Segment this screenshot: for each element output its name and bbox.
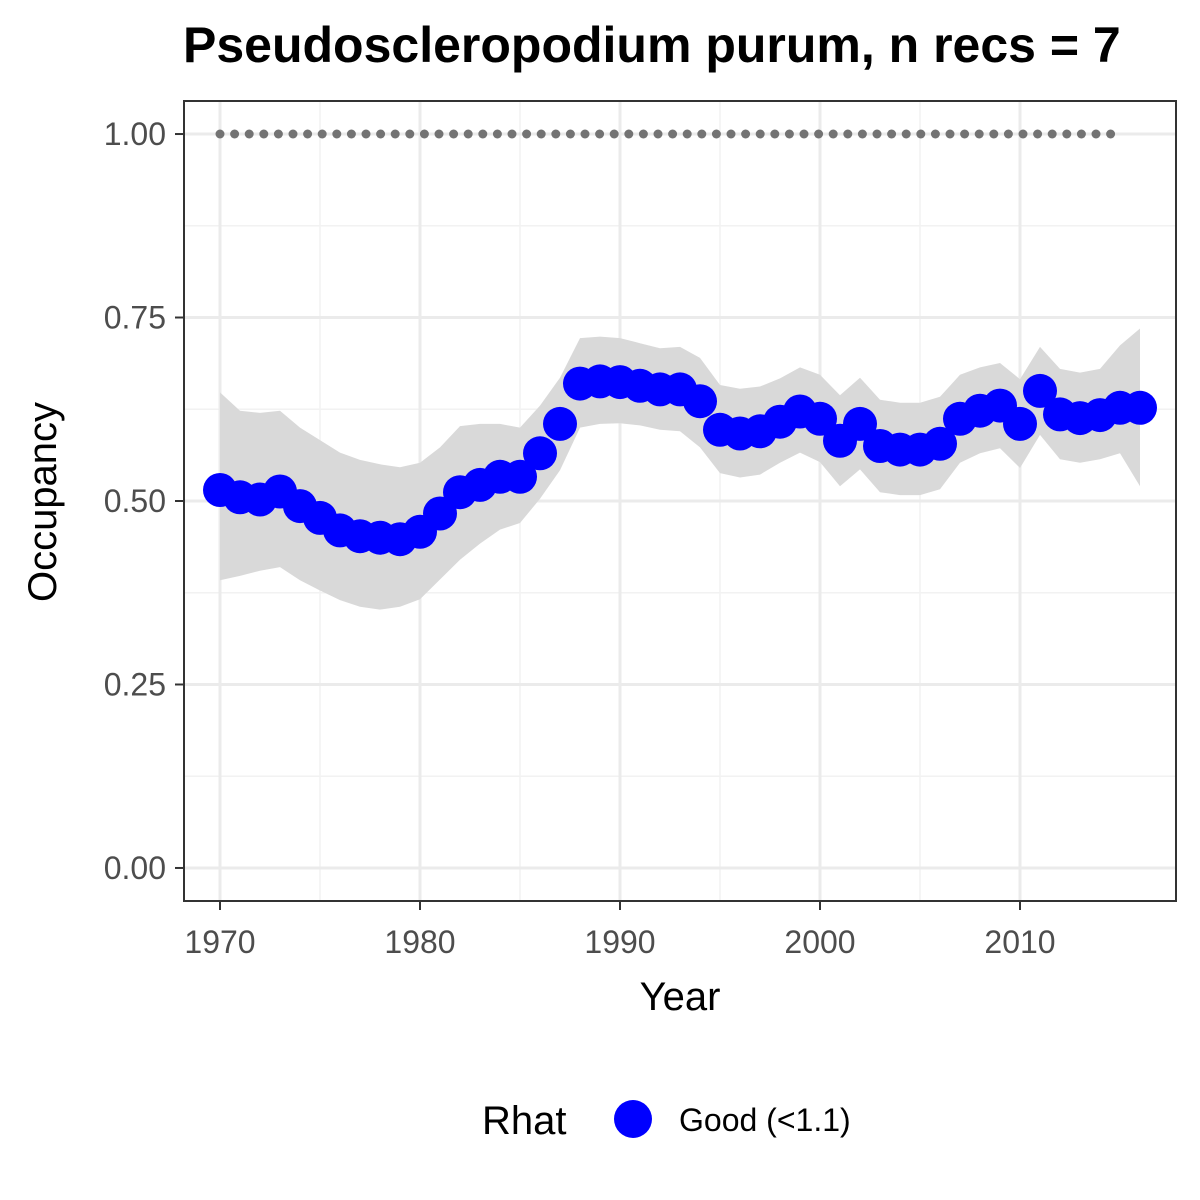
chart-title: Pseudoscleropodium purum, n recs = 7 [183,17,1121,73]
reference-dot [755,129,765,139]
reference-dot [565,129,575,139]
x-tick-label: 1990 [584,924,655,960]
reference-dot [624,129,634,139]
reference-dot [697,129,707,139]
reference-dot [741,129,751,139]
legend-key-good [614,1100,652,1138]
reference-dot [916,129,926,139]
reference-dot [930,129,940,139]
x-tick-label: 2010 [984,924,1055,960]
y-tick-label: 0.25 [104,666,166,702]
occupancy-point [1023,373,1057,408]
y-tick-label: 0.75 [104,300,166,336]
x-axis-title: Year [640,975,721,1019]
legend-label-good: Good (<1.1) [679,1102,851,1138]
occupancy-point [523,436,557,471]
reference-dot [449,129,459,139]
x-axis: 1970 1980 1990 2000 2010 [184,901,1056,960]
reference-dot [1003,129,1013,139]
legend: Rhat Good (<1.1) [482,1099,851,1143]
y-axis-title: Occupancy [21,402,65,602]
reference-dot [376,129,386,139]
occupancy-points [203,364,1157,557]
reference-dot [230,129,240,139]
reference-dot [770,129,780,139]
reference-dot [1076,129,1086,139]
reference-dot [317,129,327,139]
reference-dot [507,129,517,139]
reference-dot [551,129,561,139]
occupancy-point [543,406,577,441]
reference-dot [814,129,824,139]
reference-dot [273,129,283,139]
reference-dot [346,129,356,139]
reference-dot [332,129,342,139]
occupancy-point [423,496,457,531]
x-tick-label: 2000 [784,924,855,960]
reference-dot [595,129,605,139]
reference-dot [799,129,809,139]
reference-dot [711,129,721,139]
reference-dot [536,129,546,139]
y-tick-label: 1.00 [104,116,166,152]
confidence-ribbon [220,328,1140,610]
reference-dot [492,129,502,139]
reference-dotted-line [215,129,1116,139]
reference-dot [361,129,371,139]
reference-dot [303,129,313,139]
reference-dot [390,129,400,139]
reference-dot [215,129,225,139]
reference-dot [638,129,648,139]
reference-dot [828,129,838,139]
y-tick-label: 0.00 [104,850,166,886]
reference-dot [1091,129,1101,139]
reference-dot [419,129,429,139]
occupancy-point [1123,390,1157,425]
x-tick-label: 1970 [184,924,255,960]
reference-dot [653,129,663,139]
reference-dot [522,129,532,139]
reference-dot [463,129,473,139]
reference-dot [872,129,882,139]
reference-dot [259,129,269,139]
reference-dot [843,129,853,139]
reference-dot [887,129,897,139]
reference-dot [682,129,692,139]
reference-dot [901,129,911,139]
reference-dot [784,129,794,139]
reference-dot [1033,129,1043,139]
occupancy-point [923,426,957,461]
reference-dot [1106,129,1116,139]
reference-dot [1018,129,1028,139]
reference-dot [434,129,444,139]
reference-dot [478,129,488,139]
occupancy-point [503,459,537,494]
y-axis: 0.00 0.25 0.50 0.75 1.00 [104,116,184,886]
reference-dot [244,129,254,139]
x-tick-label: 1980 [384,924,455,960]
reference-dot [945,129,955,139]
reference-dot [405,129,415,139]
reference-dot [580,129,590,139]
reference-dot [989,129,999,139]
occupancy-point [803,401,837,436]
reference-dot [288,129,298,139]
occupancy-point [1003,406,1037,441]
reference-dot [1047,129,1057,139]
reference-dot [609,129,619,139]
reference-dot [974,129,984,139]
reference-dot [960,129,970,139]
legend-title: Rhat [482,1099,567,1143]
reference-dot [726,129,736,139]
reference-dot [1062,129,1072,139]
reference-dot [668,129,678,139]
occupancy-point [843,406,877,441]
reference-dot [857,129,867,139]
y-tick-label: 0.50 [104,483,166,519]
occupancy-point [683,384,717,419]
